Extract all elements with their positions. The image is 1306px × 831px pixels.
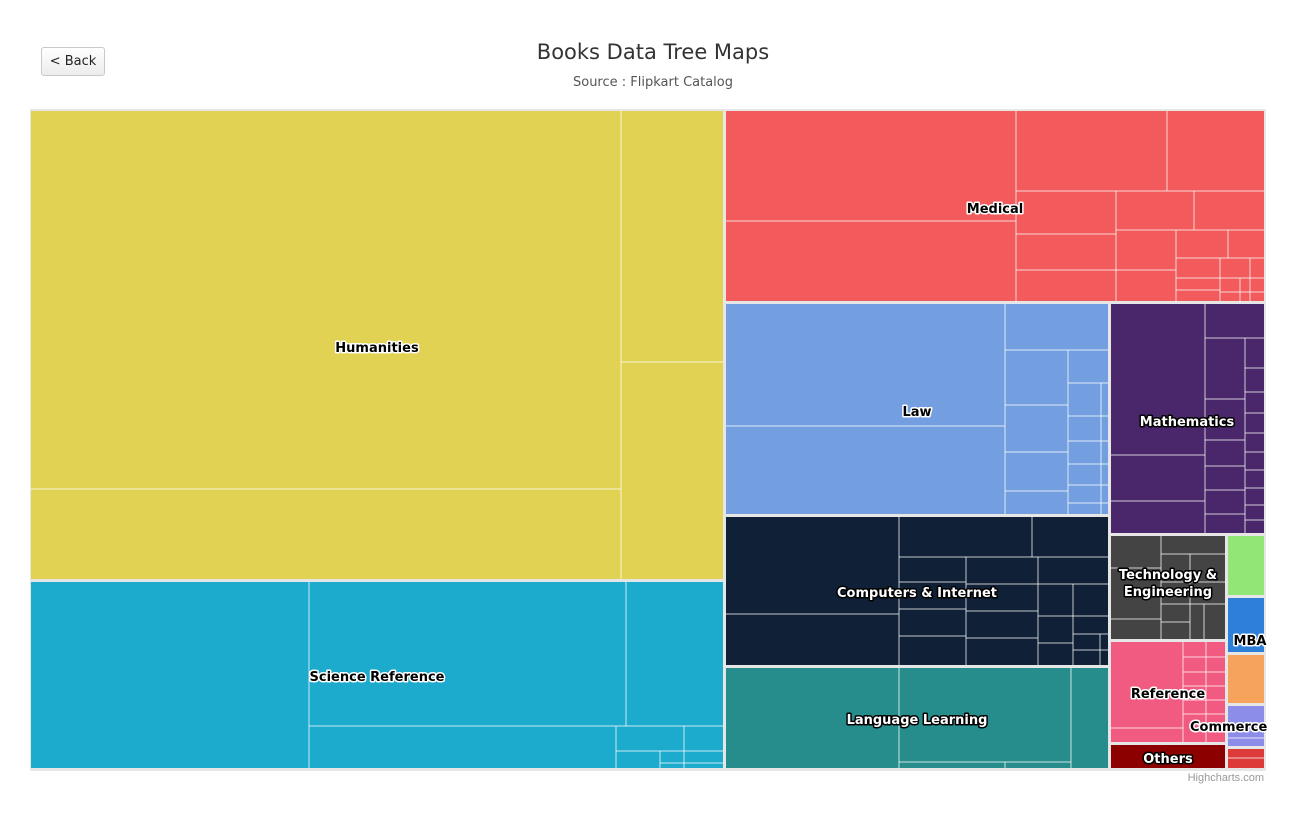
treemap-node-reference[interactable] — [1111, 642, 1225, 742]
treemap-label-medical: Medical — [967, 202, 1023, 217]
treemap-tile-medical[interactable] — [726, 111, 1264, 301]
chart-title: Books Data Tree Maps — [536, 40, 770, 64]
treemap-label-humanities: Humanities — [335, 341, 419, 356]
back-button[interactable]: < Back — [41, 47, 105, 76]
treemap-node-language-learning[interactable] — [726, 668, 1108, 768]
treemap-label-language-learning: Language Learning — [847, 713, 988, 728]
treemap-label-law: Law — [902, 405, 931, 420]
treemap-node-science-reference[interactable] — [31, 582, 723, 768]
treemap-label-science-reference: Science Reference — [310, 670, 445, 685]
chart-subtitle: Source : Flipkart Catalog — [572, 75, 733, 90]
treemap-label-commerce: Commerce — [1190, 720, 1267, 735]
treemap-label-mathematics: Mathematics — [1140, 415, 1235, 430]
treemap-tile-unlabeled[interactable] — [1228, 655, 1264, 703]
treemap-node-medical[interactable] — [726, 111, 1264, 301]
treemap-tile-science-reference[interactable] — [31, 582, 723, 768]
credits-link[interactable]: Highcharts.com — [1187, 772, 1264, 784]
treemap-tile-language-learning[interactable] — [726, 668, 1108, 768]
treemap-node-mba[interactable] — [1228, 598, 1264, 652]
treemap-tile-unlabeled[interactable] — [1228, 536, 1264, 595]
treemap-label-others: Others — [1143, 752, 1193, 767]
treemap-tile-commerce[interactable] — [1228, 706, 1264, 746]
treemap-node-mathematics[interactable] — [1111, 304, 1264, 533]
treemap-label-computers-and-internet: Computers & Internet — [837, 586, 997, 601]
treemap-tile-mathematics[interactable] — [1111, 304, 1264, 533]
treemap-tile-humanities[interactable] — [31, 111, 723, 579]
treemap-tile-computers-and-internet[interactable] — [726, 517, 1108, 665]
treemap-tile-mba[interactable] — [1228, 598, 1264, 652]
treemap-node-law[interactable] — [726, 304, 1108, 514]
treemap-node-computers-and-internet[interactable] — [726, 517, 1108, 665]
treemap-label-technology-and-engineering: Technology & Engineering — [1119, 568, 1217, 600]
treemap-node-commerce[interactable] — [1228, 706, 1264, 746]
treemap-node-technology-and-engineering[interactable] — [1111, 536, 1225, 639]
treemap-label-reference: Reference — [1131, 687, 1205, 702]
treemap-label-mba: MBA — [1234, 634, 1267, 649]
treemap-tile-law[interactable] — [726, 304, 1108, 514]
treemap-node-humanities[interactable] — [31, 111, 723, 579]
treemap-node-others[interactable] — [1111, 745, 1225, 768]
treemap-tile-others[interactable] — [1111, 745, 1225, 768]
